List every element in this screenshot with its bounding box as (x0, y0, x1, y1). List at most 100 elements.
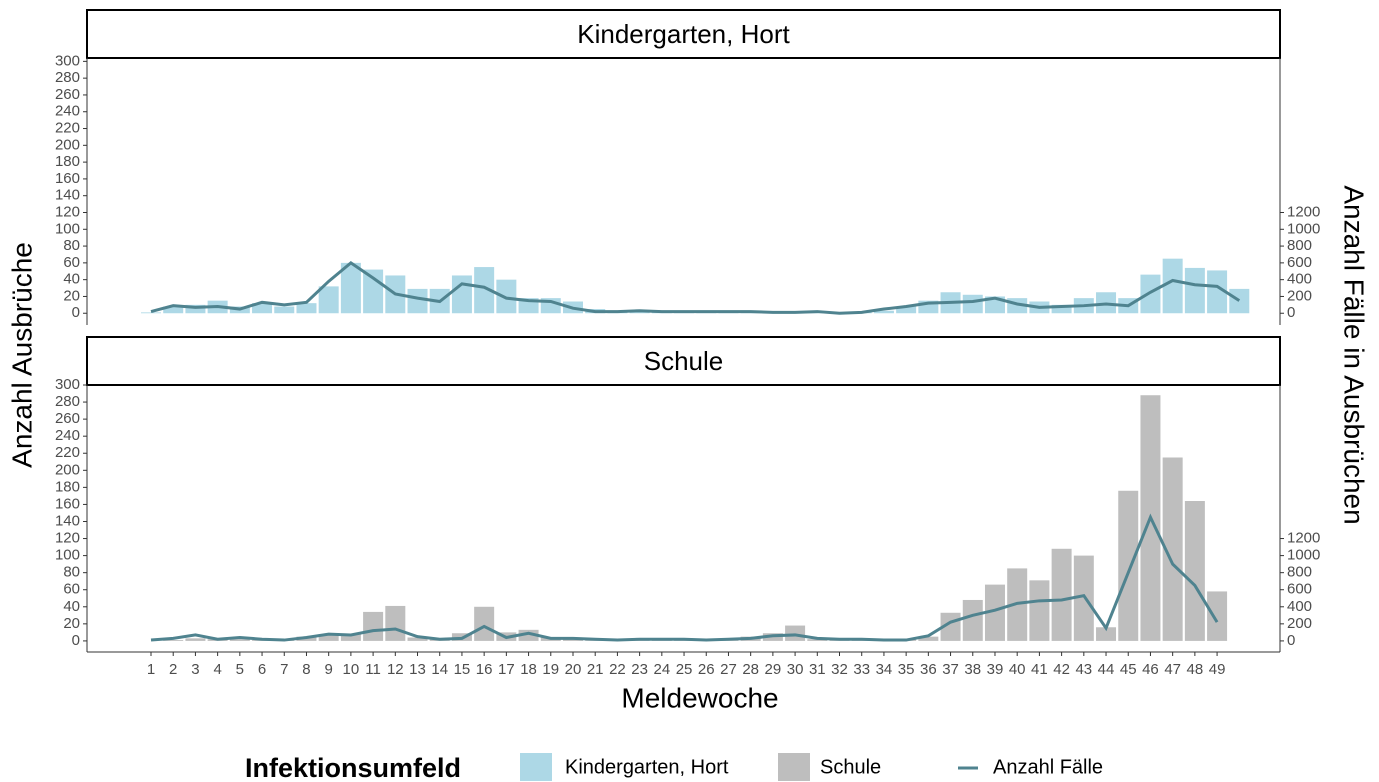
x-tick-label: 39 (987, 661, 1004, 678)
y2-tick-label: 600 (1287, 581, 1312, 598)
facet-title: Schule (644, 346, 724, 376)
y-tick-label: 120 (55, 203, 80, 220)
y-tick-label: 0 (72, 632, 80, 649)
x-tick-label: 36 (920, 661, 937, 678)
x-tick-label: 14 (431, 661, 448, 678)
x-tick-label: 10 (343, 661, 360, 678)
x-tick-label: 13 (409, 661, 426, 678)
y-tick-label: 240 (55, 103, 80, 120)
x-tick-label: 3 (191, 661, 199, 678)
x-tick-label: 25 (676, 661, 693, 678)
x-tick-label: 44 (1098, 661, 1115, 678)
bar (962, 599, 983, 641)
x-tick-label: 4 (213, 661, 221, 678)
bar (141, 312, 161, 314)
legend-label: Anzahl Fälle (993, 756, 1103, 778)
y-tick-label: 20 (63, 287, 80, 304)
y2-tick-label: 1200 (1287, 203, 1320, 220)
bar (518, 629, 539, 641)
bar (1051, 548, 1072, 641)
bar (296, 303, 317, 314)
y-tick-label: 140 (55, 187, 80, 204)
bar (474, 267, 495, 314)
x-tick-label: 47 (1164, 661, 1181, 678)
y-tick-label: 200 (55, 136, 80, 153)
bar (363, 269, 384, 314)
y-tick-label: 280 (55, 393, 80, 410)
y-tick-label: 120 (55, 530, 80, 547)
bar (918, 636, 939, 641)
y2-tick-label: 400 (1287, 598, 1312, 615)
x-tick-label: 34 (876, 661, 893, 678)
legend-label: Schule (820, 756, 881, 778)
bar (1162, 258, 1183, 314)
y2-tick-label: 0 (1287, 632, 1295, 649)
y-tick-label: 300 (55, 376, 80, 393)
y-tick-label: 280 (55, 69, 80, 86)
x-tick-label: 8 (302, 661, 310, 678)
bar (1184, 501, 1205, 641)
bar (252, 303, 273, 314)
y-tick-label: 160 (55, 170, 80, 187)
y2-tick-label: 800 (1287, 237, 1312, 254)
x-tick-label: 30 (787, 661, 804, 678)
bar (1229, 288, 1250, 314)
x-tick-label: 31 (809, 661, 826, 678)
bar (185, 304, 206, 314)
x-tick-label: 19 (542, 661, 559, 678)
bar (1118, 490, 1139, 641)
x-tick-label: 33 (853, 661, 870, 678)
x-tick-label: 9 (325, 661, 333, 678)
bar (496, 279, 517, 314)
bar (562, 639, 583, 641)
y2-tick-label: 1000 (1287, 220, 1320, 237)
y-tick-label: 220 (55, 119, 80, 136)
x-tick-label: 22 (609, 661, 626, 678)
x-tick-label: 17 (498, 661, 515, 678)
y-tick-label: 60 (63, 581, 80, 598)
x-tick-label: 49 (1209, 661, 1226, 678)
bar (1184, 267, 1205, 314)
bar (274, 306, 295, 314)
y-tick-label: 180 (55, 478, 80, 495)
x-tick-label: 28 (742, 661, 759, 678)
x-tick-label: 27 (720, 661, 737, 678)
x-tick-label: 43 (1075, 661, 1092, 678)
bar (1096, 627, 1117, 641)
x-tick-label: 11 (365, 661, 381, 678)
bar (1162, 457, 1183, 641)
x-tick-label: 46 (1142, 661, 1159, 678)
y-tick-label: 140 (55, 512, 80, 529)
y-tick-label: 180 (55, 153, 80, 170)
bar (984, 584, 1005, 641)
y-tick-label: 40 (63, 271, 80, 288)
bar (1029, 580, 1050, 641)
legend-swatch (520, 753, 552, 781)
bar (229, 639, 250, 641)
y-tick-label: 260 (55, 410, 80, 427)
bar (340, 634, 361, 641)
bar (318, 634, 339, 641)
x-tick-label: 6 (258, 661, 266, 678)
y2-tick-label: 400 (1287, 271, 1312, 288)
bar (318, 286, 339, 314)
legend-swatch (778, 753, 810, 781)
legend-title: Infektionsumfeld (245, 753, 461, 782)
x-tick-label: 16 (476, 661, 493, 678)
bar (385, 605, 406, 641)
x-tick-label: 37 (942, 661, 959, 678)
y-tick-label: 60 (63, 254, 80, 271)
y-tick-label: 80 (63, 564, 80, 581)
x-axis-title: Meldewoche (621, 682, 778, 713)
y2-tick-label: 1200 (1287, 530, 1320, 547)
legend-label: Kindergarten, Hort (565, 756, 729, 778)
bar (363, 611, 384, 641)
x-tick-label: 42 (1053, 661, 1070, 678)
x-tick-label: 2 (169, 661, 177, 678)
y-tick-label: 20 (63, 615, 80, 632)
y2-axis-title: Anzahl Fälle in Ausbrüchen (1339, 185, 1370, 524)
bar (807, 639, 828, 641)
x-tick-label: 15 (454, 661, 471, 678)
y-tick-label: 40 (63, 598, 80, 615)
y-tick-label: 0 (72, 304, 80, 321)
